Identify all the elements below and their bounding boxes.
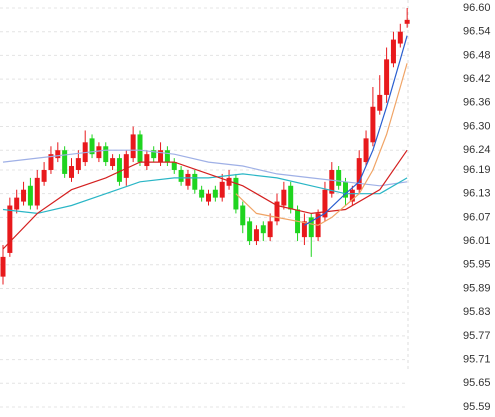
candle-body — [301, 221, 307, 238]
candle-body — [55, 150, 61, 159]
candle-body — [281, 189, 287, 206]
candle-body — [267, 221, 273, 238]
y-tick-label: 95.65 — [463, 377, 491, 389]
y-tick-label: 96.19 — [463, 164, 491, 176]
candle-body — [27, 185, 33, 206]
y-tick-label: 95.83 — [463, 306, 491, 318]
candle-body — [233, 177, 239, 210]
candle-body — [137, 134, 143, 163]
candle-body — [178, 169, 184, 182]
y-tick-label: 95.77 — [463, 330, 491, 342]
candle-body — [7, 205, 13, 253]
candle-body — [397, 31, 403, 44]
y-tick-label: 96.07 — [463, 211, 491, 223]
candle-body — [130, 134, 136, 159]
y-tick-label: 96.30 — [463, 120, 491, 132]
candle-body — [253, 229, 259, 242]
candle-body — [164, 150, 170, 163]
y-tick-label: 95.71 — [463, 354, 491, 366]
moving-average — [235, 63, 408, 226]
moving-average — [2, 149, 408, 187]
candle-body — [212, 189, 218, 198]
candle-body — [171, 162, 177, 170]
candle-body — [34, 177, 40, 206]
moving-average — [304, 35, 408, 226]
candle-body — [260, 225, 266, 234]
candle-body — [96, 146, 102, 159]
y-tick-label: 96.54 — [463, 26, 491, 38]
candle-body — [151, 150, 157, 159]
y-tick-label: 96.60 — [463, 2, 491, 14]
candle-body — [48, 154, 54, 170]
candle-body — [62, 150, 68, 174]
y-tick-label: 96.01 — [463, 235, 491, 247]
candle-body — [158, 150, 164, 163]
candle-body — [404, 19, 410, 24]
candle-body — [288, 185, 294, 210]
candle-body — [390, 39, 396, 64]
y-tick-label: 95.95 — [463, 259, 491, 271]
candle-body — [110, 158, 116, 167]
candle-body — [69, 166, 74, 178]
candle-body — [123, 154, 129, 178]
candle-body — [21, 189, 27, 202]
candle-body — [116, 158, 122, 182]
candle-body — [192, 173, 198, 190]
candle-body — [363, 138, 369, 163]
y-tick-label: 95.89 — [463, 282, 491, 294]
y-tick-label: 96.36 — [463, 97, 491, 109]
candle-body — [226, 177, 232, 186]
candle-body — [14, 197, 20, 210]
candle-body — [349, 189, 355, 202]
candle-body — [274, 201, 280, 222]
candle-body — [329, 169, 335, 194]
candle-body — [0, 256, 6, 277]
candle-body — [322, 189, 328, 218]
candle-body — [206, 193, 211, 202]
y-tick-label: 96.42 — [463, 73, 491, 85]
candle-body — [343, 181, 348, 198]
candle-body — [247, 221, 253, 242]
candle-body — [144, 154, 150, 167]
candle-body — [384, 59, 390, 95]
y-tick-label: 96.48 — [463, 49, 491, 61]
candle-body — [336, 169, 342, 186]
candle-body — [89, 138, 95, 155]
candle-body — [41, 169, 47, 182]
candle-body — [219, 181, 225, 198]
candle-body — [185, 173, 191, 186]
moving-average — [2, 149, 408, 250]
candle-body — [240, 205, 246, 226]
candle-body — [103, 146, 109, 163]
candle-body — [308, 217, 314, 238]
candle-body — [356, 158, 362, 190]
candle-body — [199, 189, 205, 198]
candle-body — [377, 94, 383, 111]
y-tick-label: 96.24 — [463, 144, 491, 156]
y-tick-label: 96.13 — [463, 188, 491, 200]
candle-body — [75, 158, 81, 170]
candle-body — [370, 106, 376, 143]
y-tick-label: 95.59 — [463, 401, 491, 413]
